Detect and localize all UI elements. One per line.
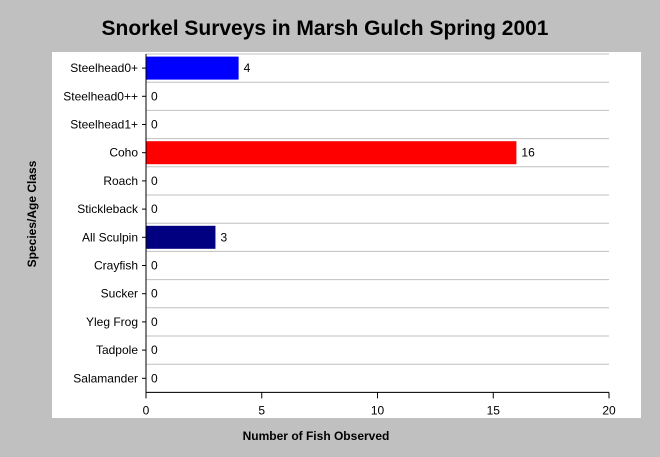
data-label: 0 (151, 287, 158, 301)
y-tick-label: Roach (103, 174, 138, 188)
y-tick-label: Steelhead1+ (70, 118, 138, 132)
y-tick-label: Steelhead0+ (70, 61, 138, 75)
plot-area (52, 52, 641, 418)
data-label: 0 (151, 371, 158, 385)
data-label: 16 (521, 146, 535, 160)
axes (142, 54, 610, 399)
data-label: 0 (151, 174, 158, 188)
y-tick-label: Tadpole (96, 343, 138, 357)
y-tick-label: Steelhead0++ (63, 89, 138, 103)
data-label: 0 (151, 259, 158, 273)
x-tick-label: 20 (602, 403, 616, 417)
data-label: 0 (151, 202, 158, 216)
x-tick-label: 0 (143, 403, 150, 417)
bars (146, 56, 517, 249)
y-tick-label: Yleg Frog (86, 315, 138, 329)
data-label: 0 (151, 89, 158, 103)
bar (146, 141, 517, 165)
y-tick-label: Crayfish (94, 259, 138, 273)
bar (146, 225, 216, 249)
x-tick-label: 10 (371, 403, 385, 417)
data-label: 3 (220, 230, 227, 244)
y-tick-label: Sucker (101, 287, 138, 301)
x-tick-label: 15 (487, 403, 501, 417)
x-axis-label: Number of Fish Observed (243, 429, 390, 443)
y-tick-label: All Sculpin (82, 230, 138, 244)
data-label: 4 (244, 61, 251, 75)
x-tick-label: 5 (258, 403, 265, 417)
y-tick-label: Coho (109, 146, 138, 160)
y-tick-label: Salamander (73, 371, 138, 385)
data-label: 0 (151, 118, 158, 132)
y-axis-label: Species/Age Class (25, 160, 39, 267)
bar (146, 56, 239, 80)
data-label: 0 (151, 343, 158, 357)
x-tick-labels: 0 5 10 15 20 (143, 403, 616, 417)
y-tick-labels: Steelhead0+ Steelhead0++ Steelhead1+ Coho Ro… (63, 61, 139, 385)
data-labels: 4 0 0 16 0 0 3 0 0 0 0 0 (151, 61, 535, 385)
chart-title: Snorkel Surveys in Marsh Gulch Spring 20… (102, 17, 549, 40)
data-label: 0 (151, 315, 158, 329)
y-tick-label: Stickleback (77, 202, 139, 216)
